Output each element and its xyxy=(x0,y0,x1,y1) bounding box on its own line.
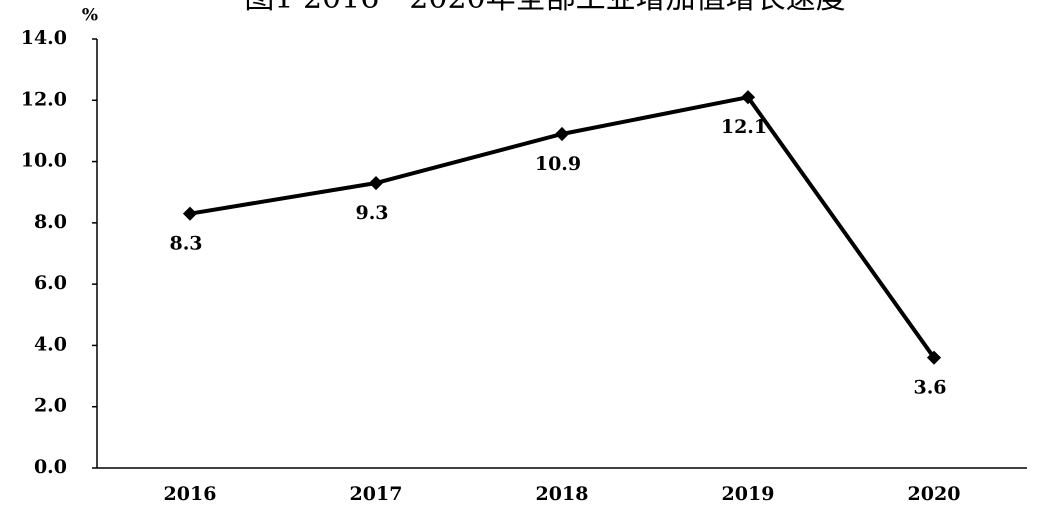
y-tick-label: 6.0 xyxy=(34,272,67,294)
chart-title: 图1 2016－2020年全部工业增加值增长速度 xyxy=(244,0,845,16)
data-label: 10.9 xyxy=(535,153,581,175)
y-tick-label: 0.0 xyxy=(34,456,67,478)
data-label: 8.3 xyxy=(169,233,202,255)
y-tick-label: 4.0 xyxy=(34,333,67,355)
x-tick-label: 2018 xyxy=(536,483,589,505)
marker xyxy=(554,126,570,142)
marker xyxy=(740,90,756,105)
y-tick-label: 10.0 xyxy=(21,150,67,172)
y-tick-label: 2.0 xyxy=(34,395,67,417)
y-tick-label: 12.0 xyxy=(21,88,67,110)
marker xyxy=(182,206,198,221)
data-label: 12.1 xyxy=(721,116,767,138)
data-label: 3.6 xyxy=(913,377,946,399)
marker xyxy=(926,350,942,365)
y-tick-label: 8.0 xyxy=(34,211,67,233)
x-tick-label: 2020 xyxy=(908,483,961,505)
x-tick-label: 2017 xyxy=(350,483,403,505)
x-tick-label: 2016 xyxy=(164,483,217,505)
x-tick-label: 2019 xyxy=(722,483,775,505)
y-tick-label: 14.0 xyxy=(21,27,67,49)
data-label: 9.3 xyxy=(355,202,388,224)
y-unit: % xyxy=(82,6,98,26)
marker xyxy=(368,175,384,191)
